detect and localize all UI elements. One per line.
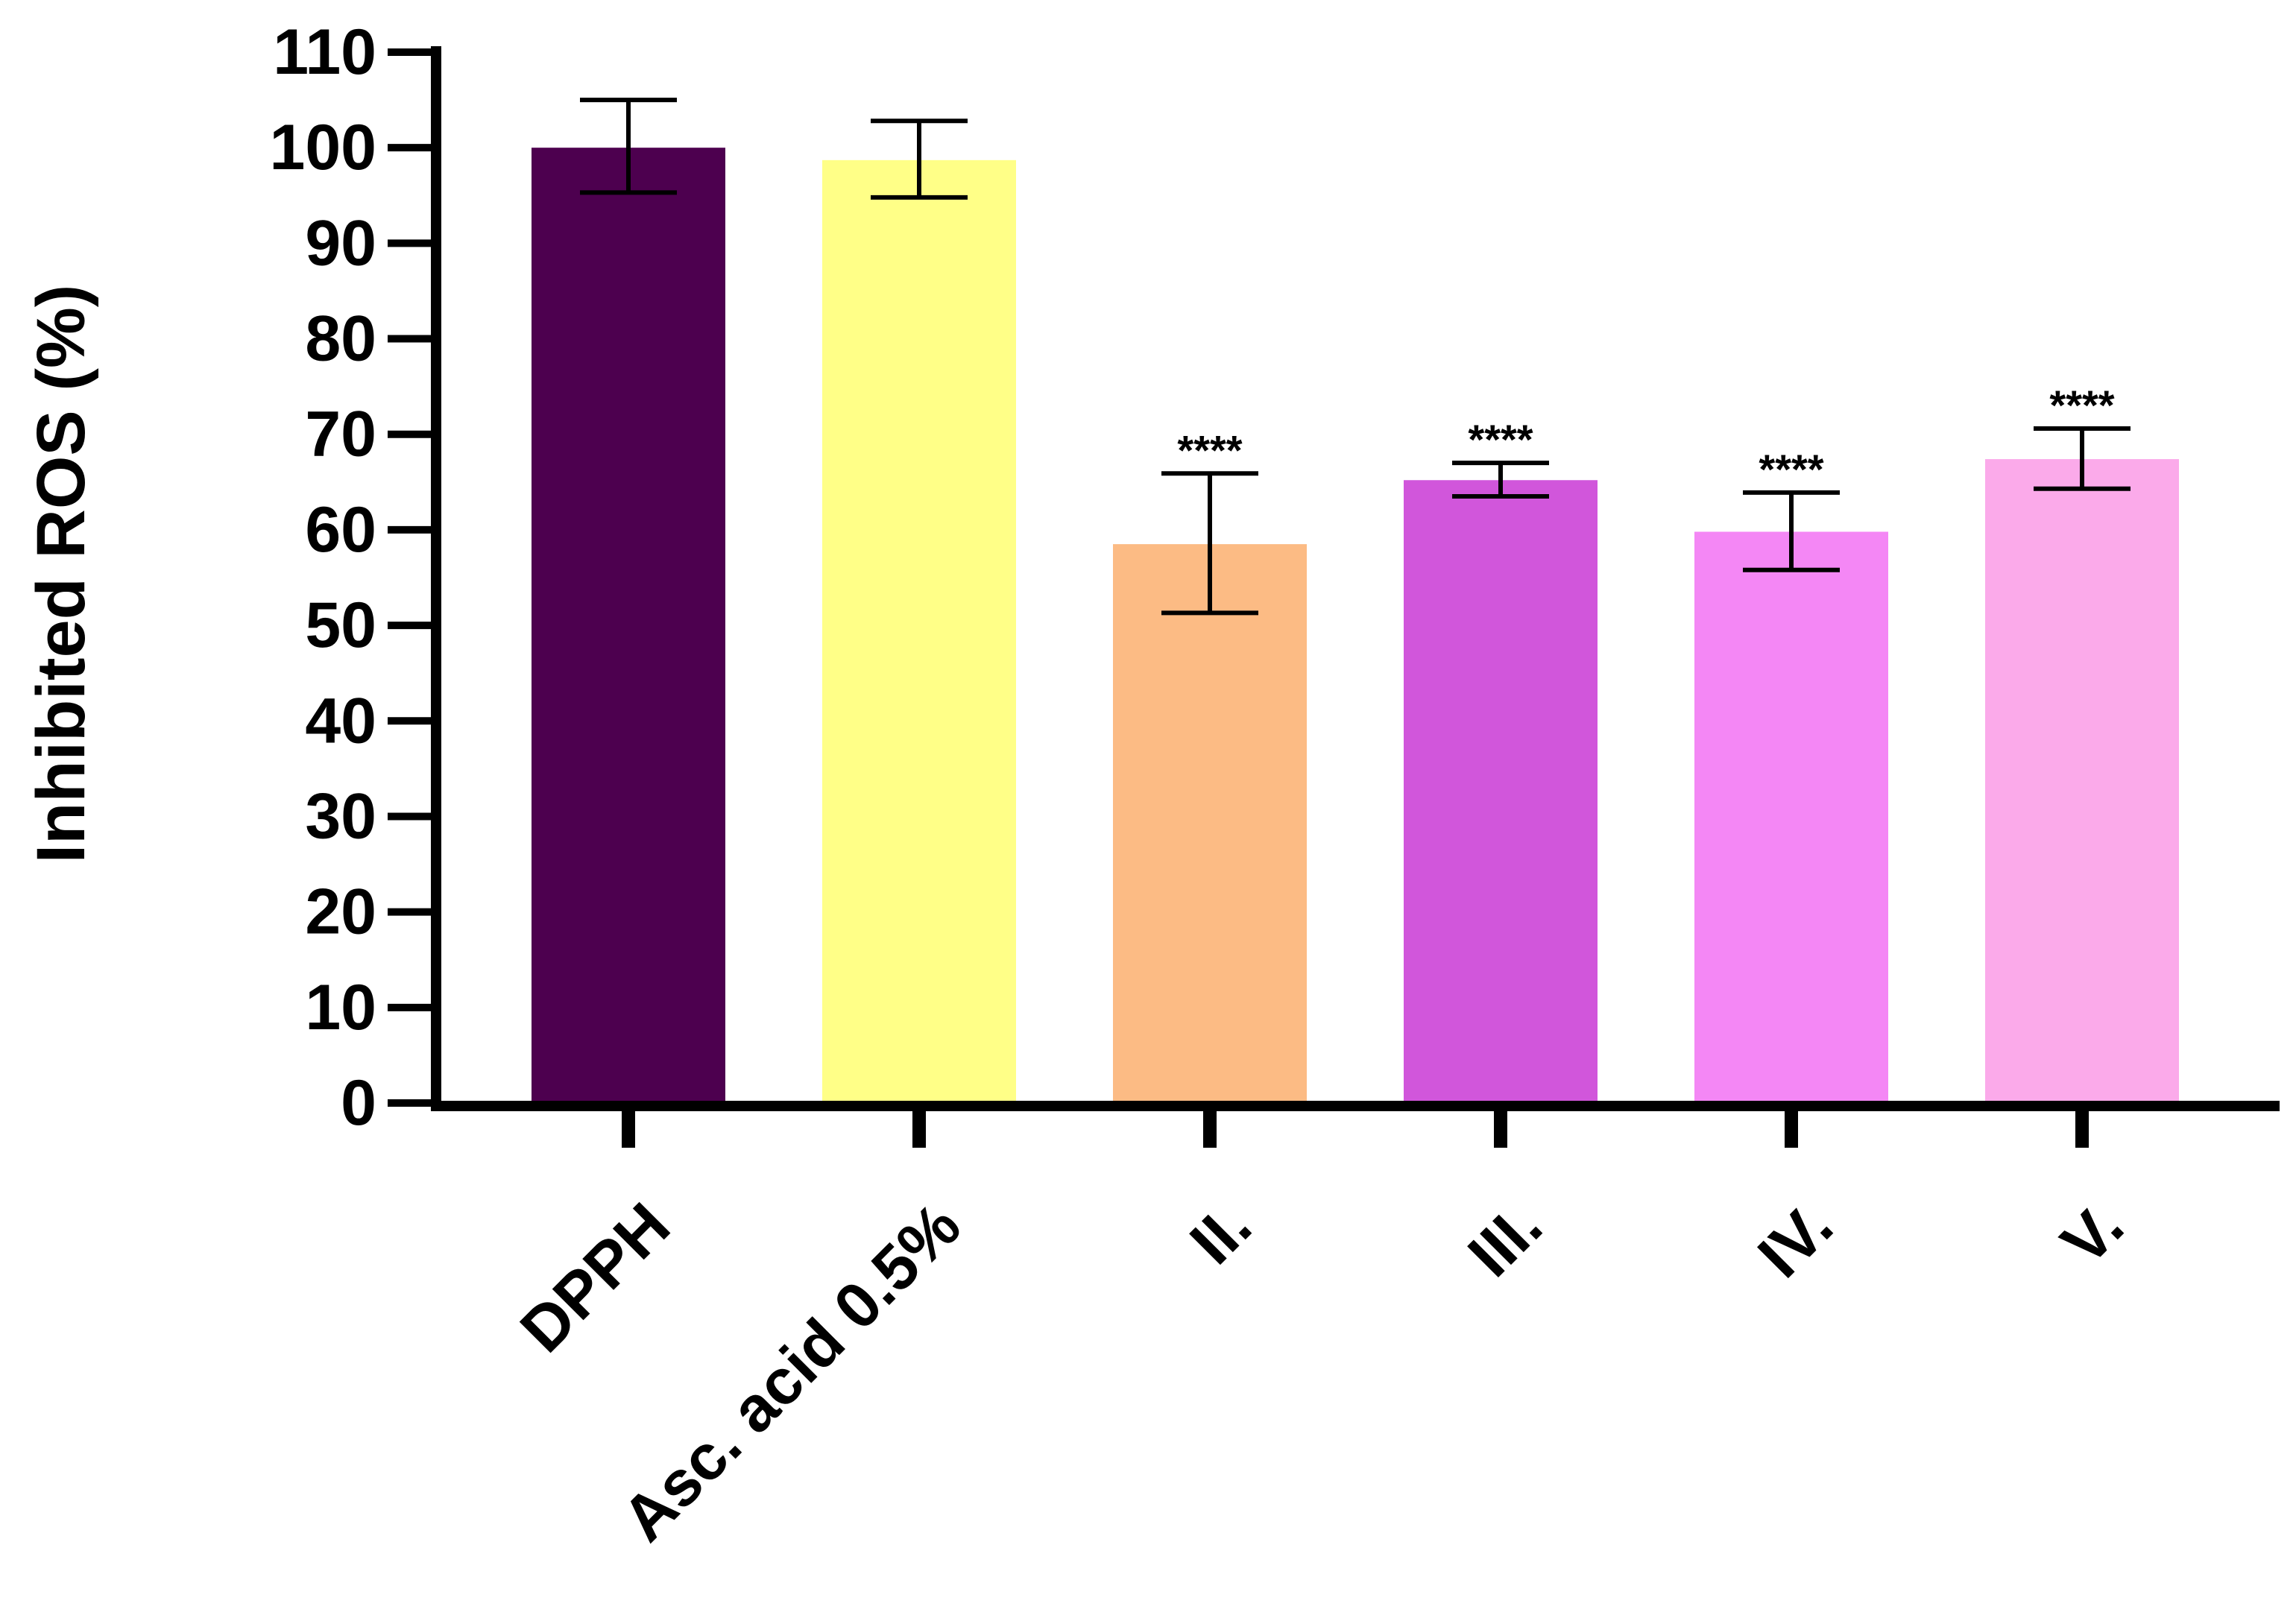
bar-1 [532,148,725,1103]
y-axis-title: Inhibited ROS (%) [23,285,99,864]
y-tick-label-90: 90 [305,207,376,279]
x-category-label-5: IV. [1744,1189,1846,1292]
x-category-label-4: III. [1454,1189,1555,1290]
y-tick-label-30: 30 [305,780,376,852]
y-tick-label-50: 50 [305,590,376,661]
significance-label-6: **** [2049,382,2114,429]
x-category-label-3: II. [1176,1189,1265,1278]
significance-label-4: **** [1468,416,1533,463]
significance-label-5: **** [1759,446,1823,493]
y-tick-label-40: 40 [305,685,376,756]
plot-area: **** **** **** **** 0 10 20 30 40 50 60 70 80 90 100 11… [270,16,2280,1555]
y-tick-label-10: 10 [305,972,376,1043]
significance-label-3: **** [1177,426,1242,473]
x-category-label-1: DPPH [507,1189,684,1366]
y-tick-label-60: 60 [305,494,376,566]
y-tick-label-20: 20 [305,876,376,948]
bar-5 [1694,531,1888,1103]
bar-3 [1113,544,1307,1103]
y-tick-label-70: 70 [305,399,376,470]
bar-2 [822,159,1016,1103]
y-tick-label-0: 0 [341,1067,376,1139]
y-tick-label-80: 80 [305,303,376,375]
bar-4 [1404,480,1598,1103]
bar-6 [1985,459,2179,1103]
y-tick-label-100: 100 [270,112,377,183]
x-category-label-6: V. [2048,1189,2137,1279]
y-tick-label-110: 110 [273,16,376,88]
